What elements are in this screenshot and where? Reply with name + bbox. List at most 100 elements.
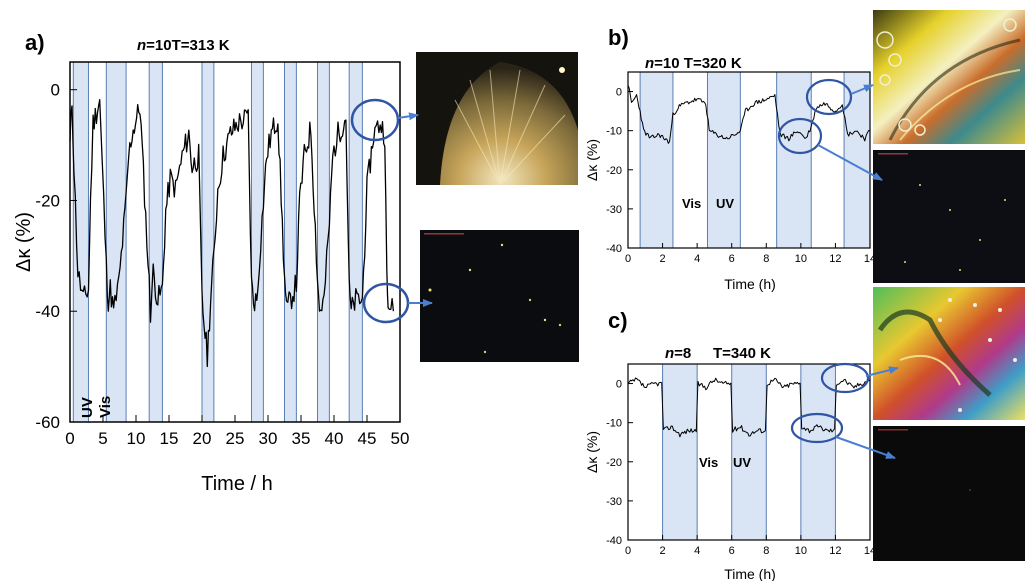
panel-c-title-rest: =8 xyxy=(674,345,691,362)
panel-c-y-tick-label: -10 xyxy=(606,418,622,430)
panel-c-shaded-intervals xyxy=(662,363,836,541)
panel-a-highlight-circle-top xyxy=(350,98,400,142)
panel-b-y-ticks: 0 -10 -20 -30 -40 xyxy=(606,87,633,255)
panel-c-label: c) xyxy=(608,308,628,333)
panel-a-title-temp: T=313 K xyxy=(172,37,230,54)
panel-b-title: n=10 T=320 K xyxy=(645,55,742,72)
panel-b-title-rest: =10 T=320 K xyxy=(654,55,742,72)
panel-c-y-tick-label: -20 xyxy=(606,457,622,469)
panel-b-x-tick-label: 4 xyxy=(694,253,700,265)
panel-c-x-label: Time (h) xyxy=(724,566,776,581)
panel-b-x-tick-label: 10 xyxy=(795,253,807,265)
panel-b: b) n=10 T=320 K 0 2 4 6 8 10 12 14 0-10-20-30-4… xyxy=(584,10,1025,292)
panel-a-shaded-interval xyxy=(72,61,89,423)
panel-c-y-tick-label: 0 xyxy=(616,379,622,391)
panel-a-arrow-top xyxy=(397,112,419,121)
panel-b-highlight-circle-top xyxy=(805,78,853,116)
panel-b-x-tick-label: 8 xyxy=(763,253,769,265)
panel-b-micrograph-bright xyxy=(873,10,1025,144)
panel-b-x-ticks: 0 2 4 6 8 10 12 14 xyxy=(625,243,876,265)
panel-a-x-tick-label: 20 xyxy=(193,429,212,448)
panel-c-annotation-vis: Vis xyxy=(699,455,718,470)
panel-a-label: a) xyxy=(25,30,45,55)
panel-b-x-tick-label: 2 xyxy=(660,253,666,265)
panel-b-shaded-interval xyxy=(776,71,812,249)
panel-a-shaded-interval xyxy=(284,61,297,423)
panel-c-shaded-interval xyxy=(662,363,698,541)
panel-a-series xyxy=(69,99,395,368)
panel-a-x-tick-label: 10 xyxy=(127,429,146,448)
panel-c-title-temp: T=340 K xyxy=(713,345,771,362)
panel-a-x-tick-label: 0 xyxy=(65,429,74,448)
panel-a-y-ticks: 0 -20 -40 -60 xyxy=(35,81,77,432)
panel-c-y-tick-label: -40 xyxy=(606,535,622,547)
panel-a-annotation-vis: Vis xyxy=(97,396,114,418)
panel-b-x-tick-label: 0 xyxy=(625,253,631,265)
panel-b-x-tick-label: 12 xyxy=(829,253,841,265)
panel-b-shaded-interval xyxy=(843,71,871,249)
panel-a: a) n=10T=313 K 0 5 10 15 20 25 30 35 40 45 50 0 -20… xyxy=(13,30,579,495)
panel-b-shaded-interval xyxy=(707,71,741,249)
panel-b-micrograph-dark xyxy=(873,150,1025,283)
panel-c-x-tick-label: 2 xyxy=(660,545,666,557)
panel-b-arrow-bottom xyxy=(817,144,883,181)
panel-c-highlight-circle-bottom xyxy=(790,412,844,444)
panel-a-micrograph-dark xyxy=(420,230,579,362)
panel-a-y-tick-label: -40 xyxy=(35,302,60,321)
panel-b-title-n: n xyxy=(645,55,654,72)
panel-a-series-line xyxy=(69,99,395,368)
panel-c-x-tick-label: 8 xyxy=(763,545,769,557)
panel-a-shaded-interval xyxy=(201,61,215,423)
panel-c-arrow-top xyxy=(865,366,899,377)
panel-c-annotation-uv: UV xyxy=(733,455,751,470)
panel-c-x-tick-label: 4 xyxy=(694,545,700,557)
panel-b-annotation-uv: UV xyxy=(716,196,734,211)
panel-c-y-tick-label: -30 xyxy=(606,496,622,508)
panel-a-x-tick-label: 30 xyxy=(259,429,278,448)
panel-b-y-label: Δκ (%) xyxy=(584,139,600,181)
panel-b-x-tick-label: 6 xyxy=(729,253,735,265)
panel-b-y-tick-label: -20 xyxy=(606,165,622,177)
panel-a-shaded-intervals xyxy=(72,61,363,423)
panel-c-y-label: Δκ (%) xyxy=(584,431,600,473)
panel-b-annotation-vis: Vis xyxy=(682,196,701,211)
panel-b-y-tick-label: 0 xyxy=(616,87,622,99)
panel-a-title-n: n xyxy=(137,37,146,54)
panel-c: c) n=8 T=340 K 0 2 4 6 8 10 12 14 0-10-20-30-40… xyxy=(584,287,1025,581)
panel-a-x-ticks: 0 5 10 15 20 25 30 35 40 45 50 xyxy=(65,415,409,448)
panel-b-y-tick-label: -30 xyxy=(606,204,622,216)
panel-b-series-line xyxy=(627,85,871,144)
panel-b-y-tick-label: -40 xyxy=(606,243,622,255)
panel-a-y-tick-label: -20 xyxy=(35,191,60,210)
panel-a-x-label: Time / h xyxy=(201,473,273,495)
panel-a-title: n=10T=313 K xyxy=(137,37,230,54)
panel-c-y-ticks: 0 -10 -20 -30 -40 xyxy=(606,379,633,547)
panel-c-series-line xyxy=(627,377,871,438)
panel-b-label: b) xyxy=(608,25,629,50)
panel-b-shaded-interval xyxy=(639,71,674,249)
panel-c-x-tick-label: 0 xyxy=(625,545,631,557)
panel-a-x-tick-label: 45 xyxy=(358,429,377,448)
panel-a-y-label: Δκ (%) xyxy=(13,212,35,272)
panel-b-y-tick-label: -10 xyxy=(606,126,622,138)
panel-a-micrograph-bright xyxy=(416,52,578,186)
panel-b-plot-frame xyxy=(627,71,871,249)
panel-c-shaded-interval xyxy=(800,363,836,541)
panel-a-x-tick-label: 50 xyxy=(391,429,410,448)
panel-b-arrow-top xyxy=(850,84,874,95)
panel-c-micrograph-bright xyxy=(873,287,1025,420)
panel-a-title-rest: =10 xyxy=(146,37,171,54)
panel-a-annotation-uv: UV xyxy=(79,397,96,418)
panel-a-y-tick-label: 0 xyxy=(51,81,60,100)
panel-a-highlight-circle-bottom xyxy=(362,282,410,324)
panel-c-shaded-interval xyxy=(731,363,767,541)
panel-a-x-tick-label: 25 xyxy=(226,429,245,448)
panel-c-x-tick-label: 12 xyxy=(829,545,841,557)
panel-b-series xyxy=(627,85,871,144)
panel-c-title-n: n xyxy=(665,345,674,362)
panel-b-shaded-intervals xyxy=(639,71,871,249)
panel-c-highlight-circle-top xyxy=(820,362,870,394)
panel-b-highlight-circle-bottom xyxy=(777,117,823,155)
panel-c-x-tick-label: 10 xyxy=(795,545,807,557)
